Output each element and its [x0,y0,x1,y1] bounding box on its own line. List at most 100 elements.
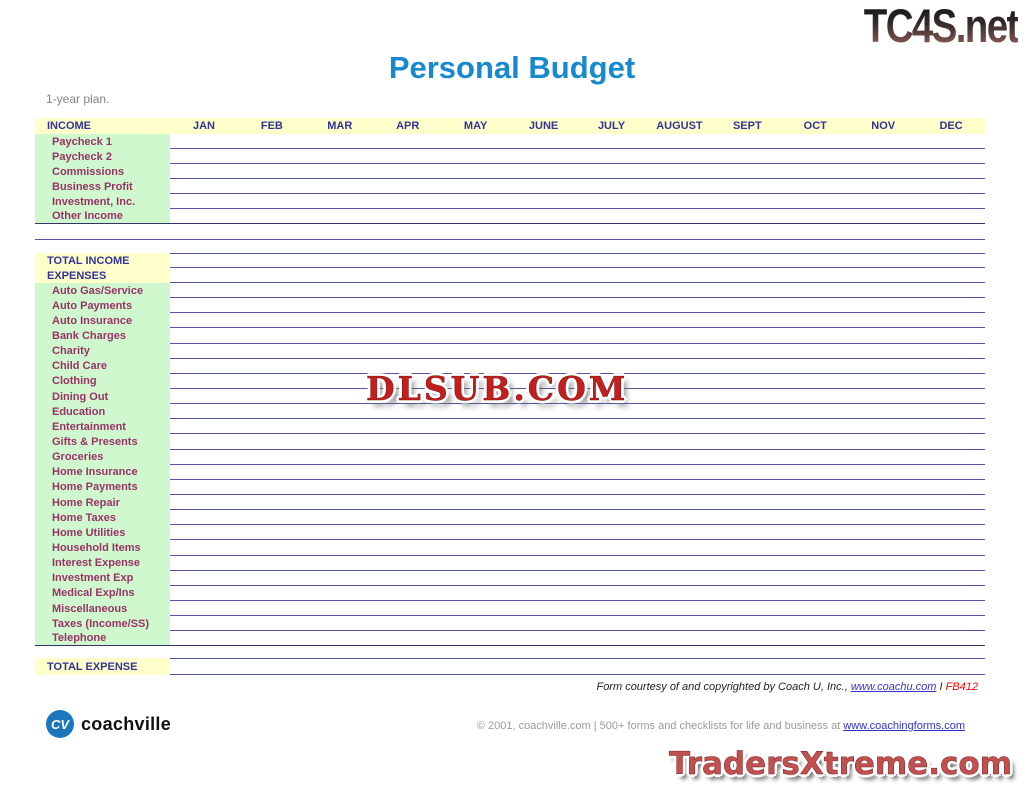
income-row: Other Income [35,209,985,224]
row-input-line [170,179,985,194]
total-income-label: TOTAL INCOME [35,253,170,268]
row-input-line [170,374,985,389]
row-label: Child Care [35,358,170,374]
month-header: NOV [871,120,896,132]
form-code: FB412 [945,681,978,693]
row-label: Bank Charges [35,328,170,344]
row-label: Auto Payments [35,298,170,314]
expense-row: Taxes (Income/SS) [35,616,985,632]
copyright-text: © 2001, coachville.com | 500+ forms and … [476,720,844,732]
expense-row: Dining Out [35,388,985,405]
expense-row: Telephone [35,631,985,647]
row-label: Investment, Inc. [35,194,170,209]
row-label: Paycheck 1 [35,134,170,149]
expense-row: Home Taxes [35,510,985,526]
row-input-line [170,631,985,645]
row-label: Groceries [35,449,170,465]
row-input-line [170,450,985,465]
section-gap [35,646,985,658]
income-row: Paycheck 1 [35,134,985,149]
month-header: MAY [463,120,488,132]
month-header: FEB [260,120,283,132]
income-rows: Paycheck 1 Paycheck 2 Commissions Business … [35,134,985,224]
row-label: Home Taxes [35,510,170,526]
row-label: Investment Exp [35,570,170,586]
row-label: Charity [35,343,170,359]
month-header: DEC [939,120,963,132]
budget-table: INCOME JAN FEB MAR APR MAY JUNE JULY AUGUST SEPT… [35,118,985,676]
page-title: Personal Budget [388,50,636,85]
row-input-line [170,480,985,495]
expense-row: Auto Insurance [35,313,985,329]
month-header: SEPT [732,120,762,132]
expenses-section-label: EXPENSES [35,268,170,283]
expense-row: Bank Charges [35,328,985,344]
expense-row: Auto Payments [35,298,985,314]
credit-separator: I [936,681,946,693]
income-row: Commissions [35,164,985,179]
row-label: Commissions [35,164,170,179]
row-input-line [170,540,985,556]
row-label: Dining Out [35,388,170,405]
total-expense-row: TOTAL EXPENSE [35,658,985,676]
expense-row: Auto Gas/Service [35,283,985,299]
row-label: Home Utilities [35,525,170,541]
expense-row: Interest Expense [35,555,985,571]
blank-row-line [35,224,985,240]
row-input-line [170,434,985,450]
credit-text: Form courtesy of and copyrighted by Coac… [596,681,851,693]
expense-row: Child Care [35,358,985,374]
expense-row: Gifts & Presents [35,434,985,450]
coachville-logo: CV coachville [46,710,171,738]
row-input-line [170,616,985,632]
coachingforms-link[interactable]: www.coachingforms.com [843,720,965,732]
row-label: Gifts & Presents [35,434,170,450]
month-header: MAR [327,120,353,132]
row-label: Auto Insurance [35,313,170,329]
income-header-row: INCOME JAN FEB MAR APR MAY JUNE JULY AUGUST SEPT… [35,118,985,134]
income-section-label: INCOME [47,120,91,132]
row-input-line [170,465,985,480]
total-expense-label: TOTAL EXPENSE [35,658,170,676]
expense-row: Home Utilities [35,525,985,541]
row-label: Home Insurance [35,464,170,480]
row-label: Auto Gas/Service [35,283,170,299]
row-input-line [170,328,985,344]
row-input-line [170,268,985,283]
dlsub-watermark: DLSUB.COM [366,369,629,409]
row-input-line [170,525,985,541]
row-input-line [170,344,985,359]
month-header-cells: JAN FEB MAR APR MAY JUNE JULY AUGUST SEPT OCT NOV D… [170,118,985,134]
row-label: Home Payments [35,479,170,495]
section-gap [35,240,985,253]
expense-row: Household Items [35,540,985,556]
expense-row: Home Insurance [35,464,985,480]
row-input-line [170,134,985,149]
month-header: JAN [192,120,215,132]
expense-row: Charity [35,343,985,359]
plan-note: 1-year plan. [46,92,110,106]
row-label: Medical Exp/Ins [35,585,170,601]
income-row: Investment, Inc. [35,194,985,209]
month-header: AUGUST [656,120,703,132]
income-row: Business Profit [35,179,985,194]
form-credit-line: Form courtesy of and copyrighted by Coac… [596,681,978,693]
row-input-line [170,601,985,617]
row-input-line [170,209,985,223]
row-label: Business Profit [35,179,170,194]
row-label: Miscellaneous [35,600,170,617]
row-input-line [170,658,985,676]
month-header: JUNE [528,120,559,132]
row-input-line [170,571,985,586]
expense-row: Entertainment [35,419,985,435]
row-label: Entertainment [35,419,170,435]
month-header: JULY [597,120,626,132]
coachu-link[interactable]: www.coachu.com [850,681,937,693]
row-label: Other Income [35,209,170,223]
row-label: Education [35,404,170,420]
row-input-line [170,149,985,164]
expense-row: Groceries [35,449,985,465]
row-input-line [170,164,985,179]
row-input-line [170,359,985,374]
row-input-line [170,419,985,435]
